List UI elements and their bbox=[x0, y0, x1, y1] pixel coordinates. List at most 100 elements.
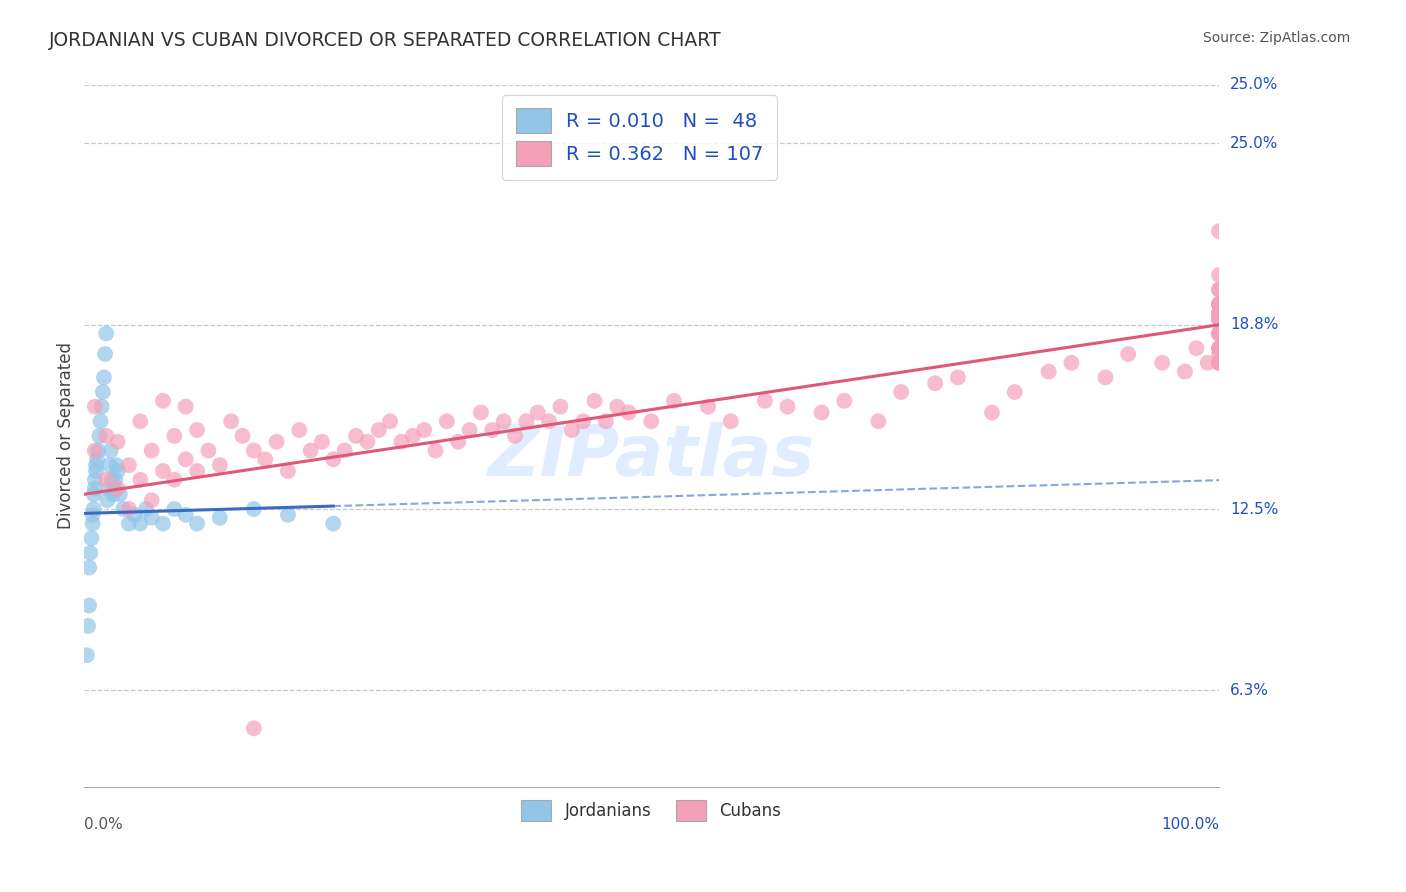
Point bbox=[135, 502, 157, 516]
Point bbox=[118, 516, 141, 531]
Point bbox=[174, 508, 197, 522]
Y-axis label: Divorced or Separated: Divorced or Separated bbox=[58, 343, 75, 529]
Point bbox=[89, 429, 111, 443]
Text: 0.0%: 0.0% bbox=[83, 817, 122, 832]
Point bbox=[1208, 297, 1230, 311]
Point bbox=[1197, 356, 1219, 370]
Point bbox=[1208, 306, 1230, 320]
Point bbox=[834, 393, 856, 408]
Point bbox=[277, 508, 299, 522]
Point bbox=[84, 464, 107, 478]
Text: 6.3%: 6.3% bbox=[1230, 683, 1270, 698]
Point bbox=[526, 405, 548, 419]
Point bbox=[129, 473, 152, 487]
Point bbox=[1208, 306, 1230, 320]
Point bbox=[1094, 370, 1116, 384]
Point bbox=[322, 452, 344, 467]
Point bbox=[83, 473, 105, 487]
Point bbox=[197, 443, 219, 458]
Point bbox=[103, 482, 125, 496]
Point bbox=[1208, 326, 1230, 341]
Point bbox=[152, 516, 174, 531]
Point bbox=[1185, 341, 1208, 355]
Text: JORDANIAN VS CUBAN DIVORCED OR SEPARATED CORRELATION CHART: JORDANIAN VS CUBAN DIVORCED OR SEPARATED… bbox=[49, 31, 721, 50]
Point bbox=[104, 473, 127, 487]
Point bbox=[96, 493, 118, 508]
Point bbox=[1174, 365, 1197, 379]
Point bbox=[1208, 268, 1230, 282]
Point bbox=[219, 414, 242, 428]
Point bbox=[1060, 356, 1083, 370]
Point bbox=[1208, 356, 1230, 370]
Point bbox=[186, 516, 208, 531]
Point bbox=[413, 423, 436, 437]
Point bbox=[96, 326, 118, 341]
Point bbox=[1208, 312, 1230, 326]
Point bbox=[107, 464, 129, 478]
Point bbox=[82, 508, 104, 522]
Point bbox=[367, 423, 389, 437]
Point bbox=[108, 487, 131, 501]
Point bbox=[288, 423, 311, 437]
Point bbox=[1038, 365, 1060, 379]
Point bbox=[141, 493, 163, 508]
Point bbox=[105, 458, 128, 472]
Point bbox=[1208, 297, 1230, 311]
Point bbox=[90, 414, 112, 428]
Text: 12.5%: 12.5% bbox=[1230, 501, 1278, 516]
Text: ZIPatlas: ZIPatlas bbox=[488, 423, 815, 491]
Point bbox=[1208, 224, 1230, 238]
Point bbox=[118, 502, 141, 516]
Point bbox=[583, 393, 606, 408]
Point bbox=[1208, 341, 1230, 355]
Point bbox=[83, 487, 105, 501]
Point bbox=[1208, 297, 1230, 311]
Point bbox=[662, 393, 685, 408]
Point bbox=[243, 443, 266, 458]
Point bbox=[76, 648, 98, 663]
Point bbox=[186, 464, 208, 478]
Point bbox=[1208, 356, 1230, 370]
Text: 25.0%: 25.0% bbox=[1230, 136, 1278, 151]
Point bbox=[101, 487, 124, 501]
Point bbox=[550, 400, 572, 414]
Point bbox=[83, 443, 105, 458]
Point bbox=[93, 370, 115, 384]
Point bbox=[163, 429, 186, 443]
Text: 18.8%: 18.8% bbox=[1230, 318, 1278, 332]
Point bbox=[277, 464, 299, 478]
Point bbox=[425, 443, 447, 458]
Point bbox=[299, 443, 322, 458]
Point bbox=[492, 414, 515, 428]
Point bbox=[538, 414, 561, 428]
Point bbox=[481, 423, 503, 437]
Point bbox=[77, 619, 100, 633]
Point bbox=[174, 400, 197, 414]
Point bbox=[82, 516, 104, 531]
Point bbox=[311, 434, 333, 449]
Point bbox=[77, 560, 100, 574]
Point bbox=[80, 531, 103, 545]
Point bbox=[561, 423, 583, 437]
Point bbox=[91, 384, 114, 399]
Point bbox=[186, 423, 208, 437]
Point bbox=[924, 376, 946, 391]
Point bbox=[163, 473, 186, 487]
Point bbox=[101, 473, 124, 487]
Point bbox=[84, 458, 107, 472]
Point bbox=[1152, 356, 1174, 370]
Point bbox=[1208, 356, 1230, 370]
Point bbox=[1004, 384, 1026, 399]
Point bbox=[606, 400, 628, 414]
Point bbox=[980, 405, 1002, 419]
Point bbox=[266, 434, 288, 449]
Point bbox=[152, 393, 174, 408]
Point bbox=[447, 434, 470, 449]
Point bbox=[141, 510, 163, 524]
Point bbox=[754, 393, 776, 408]
Point bbox=[595, 414, 617, 428]
Point bbox=[1208, 356, 1230, 370]
Point bbox=[946, 370, 969, 384]
Point bbox=[1116, 347, 1139, 361]
Point bbox=[402, 429, 425, 443]
